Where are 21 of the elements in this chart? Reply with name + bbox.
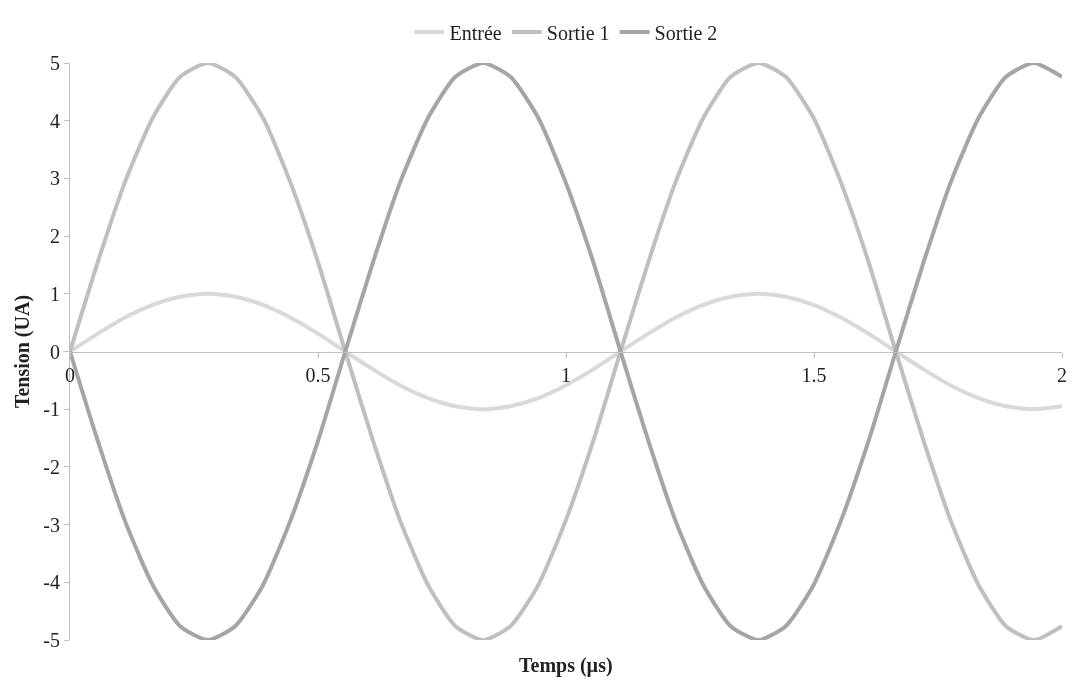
y-tick-label: 5: [50, 52, 60, 74]
y-tick-label: -1: [43, 398, 60, 421]
x-tick-label: 1.5: [801, 363, 827, 386]
x-tick-label: 1: [561, 363, 571, 386]
x-tick-label: 0.5: [305, 363, 331, 386]
y-tick-label: 0: [50, 340, 60, 363]
legend-label: Sortie 2: [654, 21, 718, 44]
y-tick-label: -5: [43, 629, 60, 651]
y-tick-label: 3: [50, 167, 60, 190]
x-axis-title: Temps (µs): [519, 654, 613, 677]
x-tick-label: 2: [1057, 363, 1067, 386]
legend-label: Entrée: [449, 21, 502, 44]
y-tick-label: 4: [50, 109, 60, 132]
y-tick-label: -4: [43, 571, 60, 594]
y-tick-label: -2: [43, 455, 60, 478]
y-axis-title: Tension (UA): [10, 294, 34, 409]
y-tick-label: 2: [50, 225, 60, 248]
legend-label: Sortie 1: [546, 21, 610, 44]
y-tick-label: 1: [50, 282, 60, 305]
x-tick-label: 0: [65, 363, 75, 386]
y-tick-label: -3: [43, 513, 60, 536]
